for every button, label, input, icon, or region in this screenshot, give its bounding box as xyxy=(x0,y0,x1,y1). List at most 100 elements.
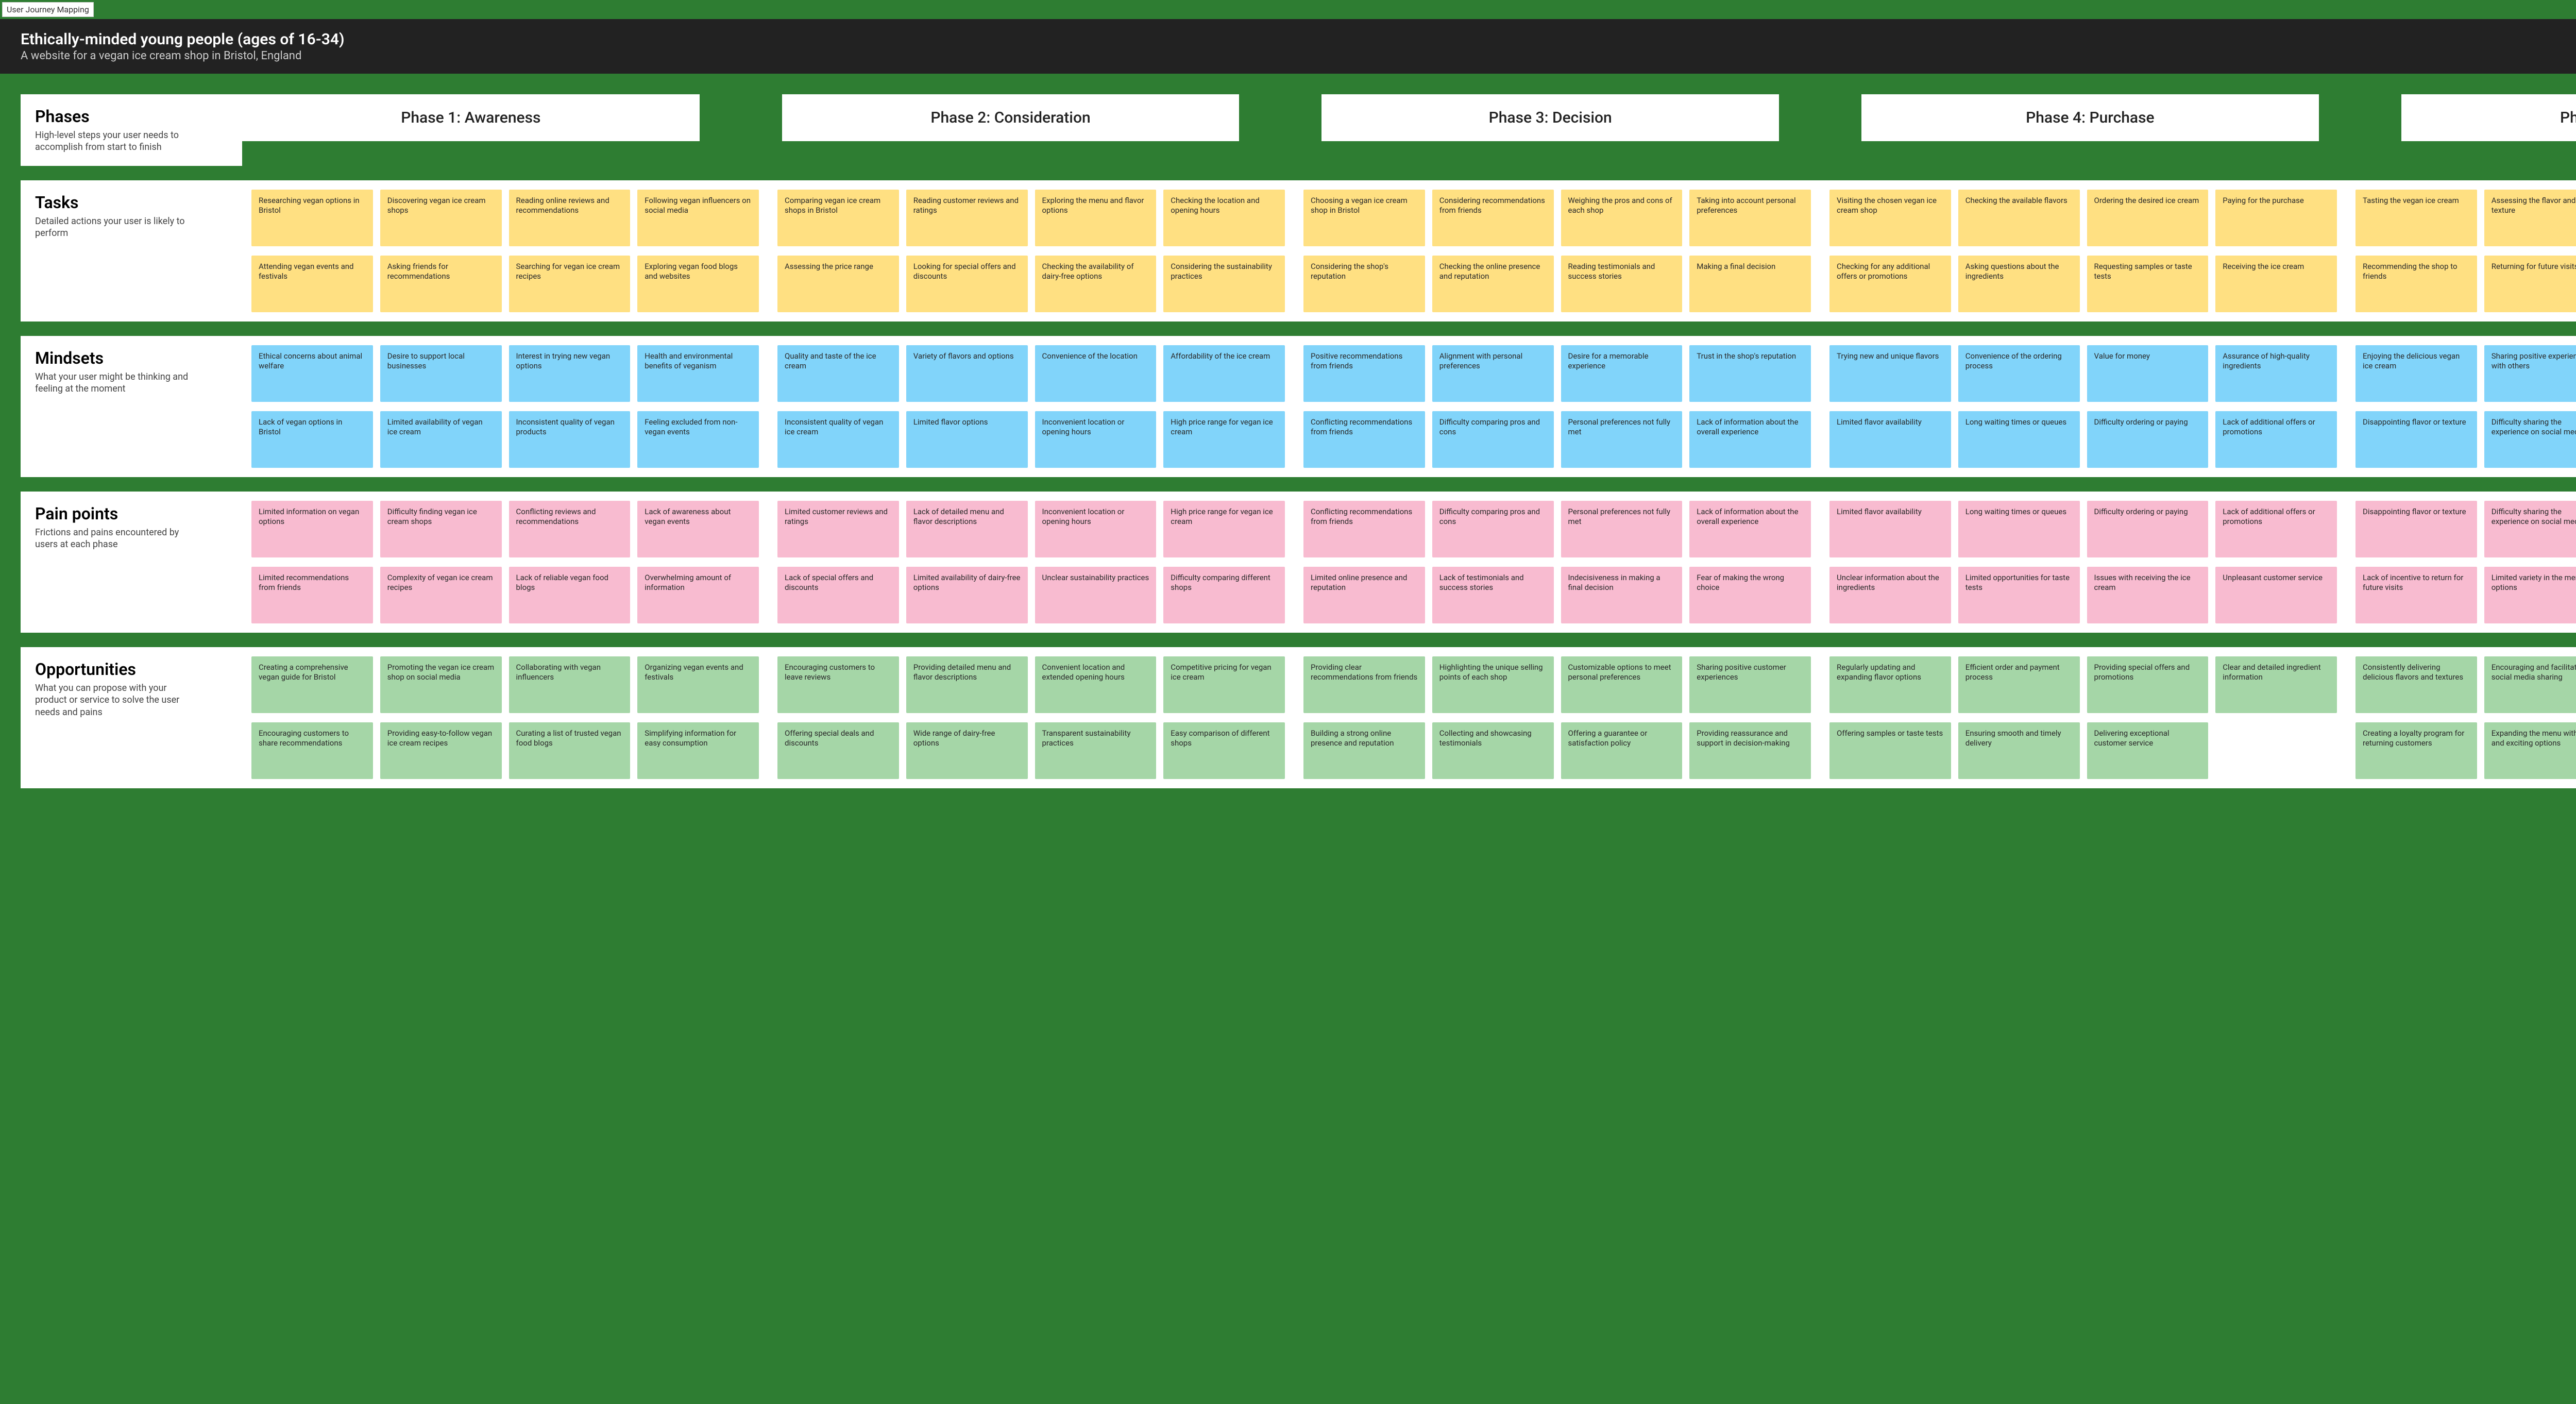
sticky-note[interactable]: Inconsistent quality of vegan products xyxy=(509,411,631,468)
sticky-note[interactable]: Unclear information about the ingredient… xyxy=(1829,567,1951,623)
sticky-note[interactable]: Lack of information about the overall ex… xyxy=(1689,501,1811,557)
sticky-note[interactable]: Wide range of dairy-free options xyxy=(906,722,1028,779)
sticky-note[interactable]: Lack of reliable vegan food blogs xyxy=(509,567,631,623)
sticky-note[interactable]: Issues with receiving the ice cream xyxy=(2087,567,2209,623)
sticky-note[interactable]: Discovering vegan ice cream shops xyxy=(380,190,502,246)
sticky-note[interactable]: Taking into account personal preferences xyxy=(1689,190,1811,246)
sticky-note[interactable]: Paying for the purchase xyxy=(2215,190,2337,246)
sticky-note[interactable]: Assessing the price range xyxy=(777,256,899,312)
sticky-note[interactable]: Difficulty ordering or paying xyxy=(2087,501,2209,557)
sticky-note[interactable]: Checking for any additional offers or pr… xyxy=(1829,256,1951,312)
sticky-note[interactable]: Affordability of the ice cream xyxy=(1163,345,1285,402)
sticky-note[interactable]: Health and environmental benefits of veg… xyxy=(637,345,759,402)
sticky-note[interactable]: Convenience of the location xyxy=(1035,345,1157,402)
sticky-note[interactable]: Lack of additional offers or promotions xyxy=(2215,411,2337,468)
sticky-note[interactable]: Attending vegan events and festivals xyxy=(251,256,373,312)
sticky-note[interactable]: Value for money xyxy=(2087,345,2209,402)
sticky-note[interactable]: Conflicting recommendations from friends xyxy=(1303,411,1425,468)
sticky-note[interactable]: Reading customer reviews and ratings xyxy=(906,190,1028,246)
sticky-note[interactable]: Alignment with personal preferences xyxy=(1432,345,1554,402)
sticky-note[interactable]: Transparent sustainability practices xyxy=(1035,722,1157,779)
sticky-note[interactable]: Limited flavor availability xyxy=(1829,501,1951,557)
sticky-note[interactable]: Lack of incentive to return for future v… xyxy=(2355,567,2477,623)
sticky-note[interactable]: Exploring the menu and flavor options xyxy=(1035,190,1157,246)
sticky-note[interactable]: Assessing the flavor and texture xyxy=(2484,190,2576,246)
sticky-note[interactable]: Convenience of the ordering process xyxy=(1958,345,2080,402)
sticky-note[interactable]: Lack of additional offers or promotions xyxy=(2215,501,2337,557)
sticky-note[interactable]: Delivering exceptional customer service xyxy=(2087,722,2209,779)
sticky-note[interactable]: Encouraging customers to leave reviews xyxy=(777,656,899,713)
sticky-note[interactable]: Convenient location and extended opening… xyxy=(1035,656,1157,713)
sticky-note[interactable]: Limited customer reviews and ratings xyxy=(777,501,899,557)
sticky-note[interactable]: Ordering the desired ice cream xyxy=(2087,190,2209,246)
sticky-note[interactable]: Difficulty sharing the experience on soc… xyxy=(2484,501,2576,557)
sticky-note[interactable]: Desire for a memorable experience xyxy=(1561,345,1683,402)
sticky-note[interactable]: Choosing a vegan ice cream shop in Brist… xyxy=(1303,190,1425,246)
sticky-note[interactable]: Asking questions about the ingredients xyxy=(1958,256,2080,312)
sticky-note[interactable]: Creating a loyalty program for returning… xyxy=(2355,722,2477,779)
sticky-note[interactable]: Providing detailed menu and flavor descr… xyxy=(906,656,1028,713)
sticky-note[interactable]: Lack of testimonials and success stories xyxy=(1432,567,1554,623)
sticky-note[interactable]: Expanding the menu with new and exciting… xyxy=(2484,722,2576,779)
sticky-note[interactable]: Building a strong online presence and re… xyxy=(1303,722,1425,779)
sticky-note[interactable]: Limited availability of vegan ice cream xyxy=(380,411,502,468)
sticky-note[interactable]: Conflicting recommendations from friends xyxy=(1303,501,1425,557)
sticky-note[interactable]: Highlighting the unique selling points o… xyxy=(1432,656,1554,713)
sticky-note[interactable]: Receiving the ice cream xyxy=(2215,256,2337,312)
sticky-note[interactable]: Limited availability of dairy-free optio… xyxy=(906,567,1028,623)
sticky-note[interactable]: Difficulty comparing pros and cons xyxy=(1432,411,1554,468)
sticky-note[interactable]: Difficulty ordering or paying xyxy=(2087,411,2209,468)
sticky-note[interactable]: Fear of making the wrong choice xyxy=(1689,567,1811,623)
sticky-note[interactable]: Unclear sustainability practices xyxy=(1035,567,1157,623)
sticky-note[interactable]: Visiting the chosen vegan ice cream shop xyxy=(1829,190,1951,246)
sticky-note[interactable]: High price range for vegan ice cream xyxy=(1163,501,1285,557)
sticky-note[interactable]: Researching vegan options in Bristol xyxy=(251,190,373,246)
sticky-note[interactable]: Customizable options to meet personal pr… xyxy=(1561,656,1683,713)
sticky-note[interactable]: Limited variety in the menu options xyxy=(2484,567,2576,623)
sticky-note[interactable]: Trying new and unique flavors xyxy=(1829,345,1951,402)
sticky-note[interactable]: Checking the available flavors xyxy=(1958,190,2080,246)
sticky-note[interactable]: Providing special offers and promotions xyxy=(2087,656,2209,713)
sticky-note[interactable]: Assurance of high-quality ingredients xyxy=(2215,345,2337,402)
sticky-note[interactable]: Providing clear recommendations from fri… xyxy=(1303,656,1425,713)
sticky-note[interactable]: Lack of special offers and discounts xyxy=(777,567,899,623)
sticky-note[interactable]: Personal preferences not fully met xyxy=(1561,411,1683,468)
sticky-note[interactable]: Limited online presence and reputation xyxy=(1303,567,1425,623)
sticky-note[interactable]: Asking friends for recommendations xyxy=(380,256,502,312)
sticky-note[interactable]: Indecisiveness in making a final decisio… xyxy=(1561,567,1683,623)
sticky-note[interactable]: Long waiting times or queues xyxy=(1958,501,2080,557)
sticky-note[interactable]: Consistently delivering delicious flavor… xyxy=(2355,656,2477,713)
sticky-note[interactable]: Limited opportunities for taste tests xyxy=(1958,567,2080,623)
sticky-note[interactable]: Requesting samples or taste tests xyxy=(2087,256,2209,312)
sticky-note[interactable]: Lack of awareness about vegan events xyxy=(637,501,759,557)
sticky-note[interactable]: Feeling excluded from non-vegan events xyxy=(637,411,759,468)
sticky-note[interactable]: Encouraging and facilitating social medi… xyxy=(2484,656,2576,713)
sticky-note[interactable]: Exploring vegan food blogs and websites xyxy=(637,256,759,312)
sticky-note[interactable]: High price range for vegan ice cream xyxy=(1163,411,1285,468)
sticky-note[interactable]: Trust in the shop's reputation xyxy=(1689,345,1811,402)
sticky-note[interactable]: Collaborating with vegan influencers xyxy=(509,656,631,713)
sticky-note[interactable]: Comparing vegan ice cream shops in Brist… xyxy=(777,190,899,246)
sticky-note[interactable]: Conflicting reviews and recommendations xyxy=(509,501,631,557)
sticky-note[interactable]: Disappointing flavor or texture xyxy=(2355,411,2477,468)
sticky-note[interactable]: Difficulty comparing pros and cons xyxy=(1432,501,1554,557)
sticky-note[interactable]: Limited flavor options xyxy=(906,411,1028,468)
sticky-note[interactable]: Unpleasant customer service xyxy=(2215,567,2337,623)
sticky-note[interactable]: Following vegan influencers on social me… xyxy=(637,190,759,246)
sticky-note[interactable]: Weighing the pros and cons of each shop xyxy=(1561,190,1683,246)
sticky-note[interactable]: Variety of flavors and options xyxy=(906,345,1028,402)
sticky-note[interactable]: Positive recommendations from friends xyxy=(1303,345,1425,402)
sticky-note[interactable]: Offering special deals and discounts xyxy=(777,722,899,779)
sticky-note[interactable]: Sharing positive customer experiences xyxy=(1689,656,1811,713)
sticky-note[interactable]: Limited information on vegan options xyxy=(251,501,373,557)
sticky-note[interactable]: Competitive pricing for vegan ice cream xyxy=(1163,656,1285,713)
sticky-note[interactable]: Limited flavor availability xyxy=(1829,411,1951,468)
sticky-note[interactable]: Collecting and showcasing testimonials xyxy=(1432,722,1554,779)
sticky-note[interactable]: Providing easy-to-follow vegan ice cream… xyxy=(380,722,502,779)
sticky-note[interactable]: Lack of detailed menu and flavor descrip… xyxy=(906,501,1028,557)
sticky-note[interactable]: Long waiting times or queues xyxy=(1958,411,2080,468)
sticky-note[interactable]: Inconvenient location or opening hours xyxy=(1035,411,1157,468)
sticky-note[interactable]: Considering the sustainability practices xyxy=(1163,256,1285,312)
sticky-note[interactable]: Desire to support local businesses xyxy=(380,345,502,402)
sticky-note[interactable]: Looking for special offers and discounts xyxy=(906,256,1028,312)
